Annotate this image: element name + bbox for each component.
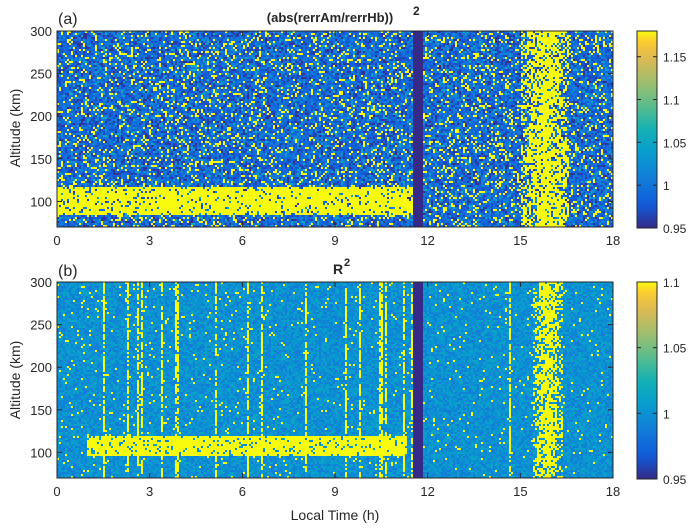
x-tick-label: 15 xyxy=(513,233,527,248)
x-tick-label: 18 xyxy=(606,233,620,248)
x-tick-label: 6 xyxy=(239,484,246,499)
x-tick-label: 15 xyxy=(513,484,527,499)
panel-b-x-axis-label: Local Time (h) xyxy=(291,507,380,523)
panel-b-colorbar: 0.95 1 1.05 1.1 xyxy=(636,276,687,487)
x-tick-label: 0 xyxy=(53,484,60,499)
colorbar-gradient xyxy=(637,282,657,479)
y-tick-label: 150 xyxy=(30,403,52,418)
y-tick-label: 150 xyxy=(30,152,52,167)
y-tick-label: 300 xyxy=(30,24,52,39)
panel-b-title-sup: 2 xyxy=(344,257,350,269)
panel-a-x-ticks: 0 3 6 9 12 15 18 xyxy=(53,31,620,248)
panel-a-colorbar: 0.95 1 1.05 1.1 1.15 xyxy=(636,30,687,236)
colorbar-frame xyxy=(636,281,658,480)
panel-b-label: (b) xyxy=(58,263,78,280)
panel-b-y-axis-label: Altitude (km) xyxy=(7,341,23,420)
colorbar-tick-label: 1.05 xyxy=(663,342,687,356)
x-tick-label: 6 xyxy=(239,233,246,248)
panel-a-title-sup: 2 xyxy=(413,4,420,18)
panel-b-title: R xyxy=(333,261,343,277)
panel-b-y-ticks: 100 150 200 250 300 xyxy=(30,275,613,460)
colorbar-tick-label: 1.05 xyxy=(663,136,687,150)
panel-b-x-ticks: 0 3 6 9 12 15 18 xyxy=(53,282,620,499)
panel-a-title: (abs(rerrAm/rerrHb)) xyxy=(267,10,393,25)
heatmap-raster xyxy=(57,282,613,478)
y-tick-label: 200 xyxy=(30,360,52,375)
x-tick-label: 3 xyxy=(146,233,153,248)
panel-a-plot-area xyxy=(56,30,614,228)
colorbar-tick-label: 0.95 xyxy=(663,473,687,487)
y-tick-label: 200 xyxy=(30,109,52,124)
heatmap-raster xyxy=(57,31,613,227)
panel-a-y-ticks: 100 150 200 250 300 xyxy=(30,24,613,209)
panel-a: (a) (abs(rerrAm/rerrHb)) 2 0 3 6 9 12 15 18 10… xyxy=(7,4,687,248)
colorbar-gradient xyxy=(637,31,657,228)
colorbar-frame xyxy=(636,30,658,229)
panel-b: (b) R 2 0 3 6 9 12 15 18 100 150 200 250 300 Altit… xyxy=(7,257,687,523)
y-tick-label: 250 xyxy=(30,318,52,333)
x-tick-label: 3 xyxy=(146,484,153,499)
x-tick-label: 12 xyxy=(420,484,434,499)
x-tick-label: 12 xyxy=(420,233,434,248)
x-tick-label: 0 xyxy=(53,233,60,248)
colorbar-tick-label: 0.95 xyxy=(663,222,687,236)
colorbar-tick-label: 1.1 xyxy=(663,276,680,290)
y-tick-label: 250 xyxy=(30,67,52,82)
x-tick-label: 18 xyxy=(606,484,620,499)
panel-b-plot-area xyxy=(56,281,614,479)
y-tick-label: 100 xyxy=(30,445,52,460)
panel-a-y-axis-label: Altitude (km) xyxy=(7,89,23,168)
x-tick-label: 9 xyxy=(331,484,338,499)
panel-a-label: (a) xyxy=(58,11,78,28)
y-tick-label: 100 xyxy=(30,194,52,209)
colorbar-tick-label: 1.15 xyxy=(663,51,687,65)
colorbar-tick-label: 1.1 xyxy=(663,94,680,108)
colorbar-tick-label: 1 xyxy=(663,407,670,421)
x-tick-label: 9 xyxy=(331,233,338,248)
colorbar-tick-label: 1 xyxy=(663,179,670,193)
y-tick-label: 300 xyxy=(30,275,52,290)
